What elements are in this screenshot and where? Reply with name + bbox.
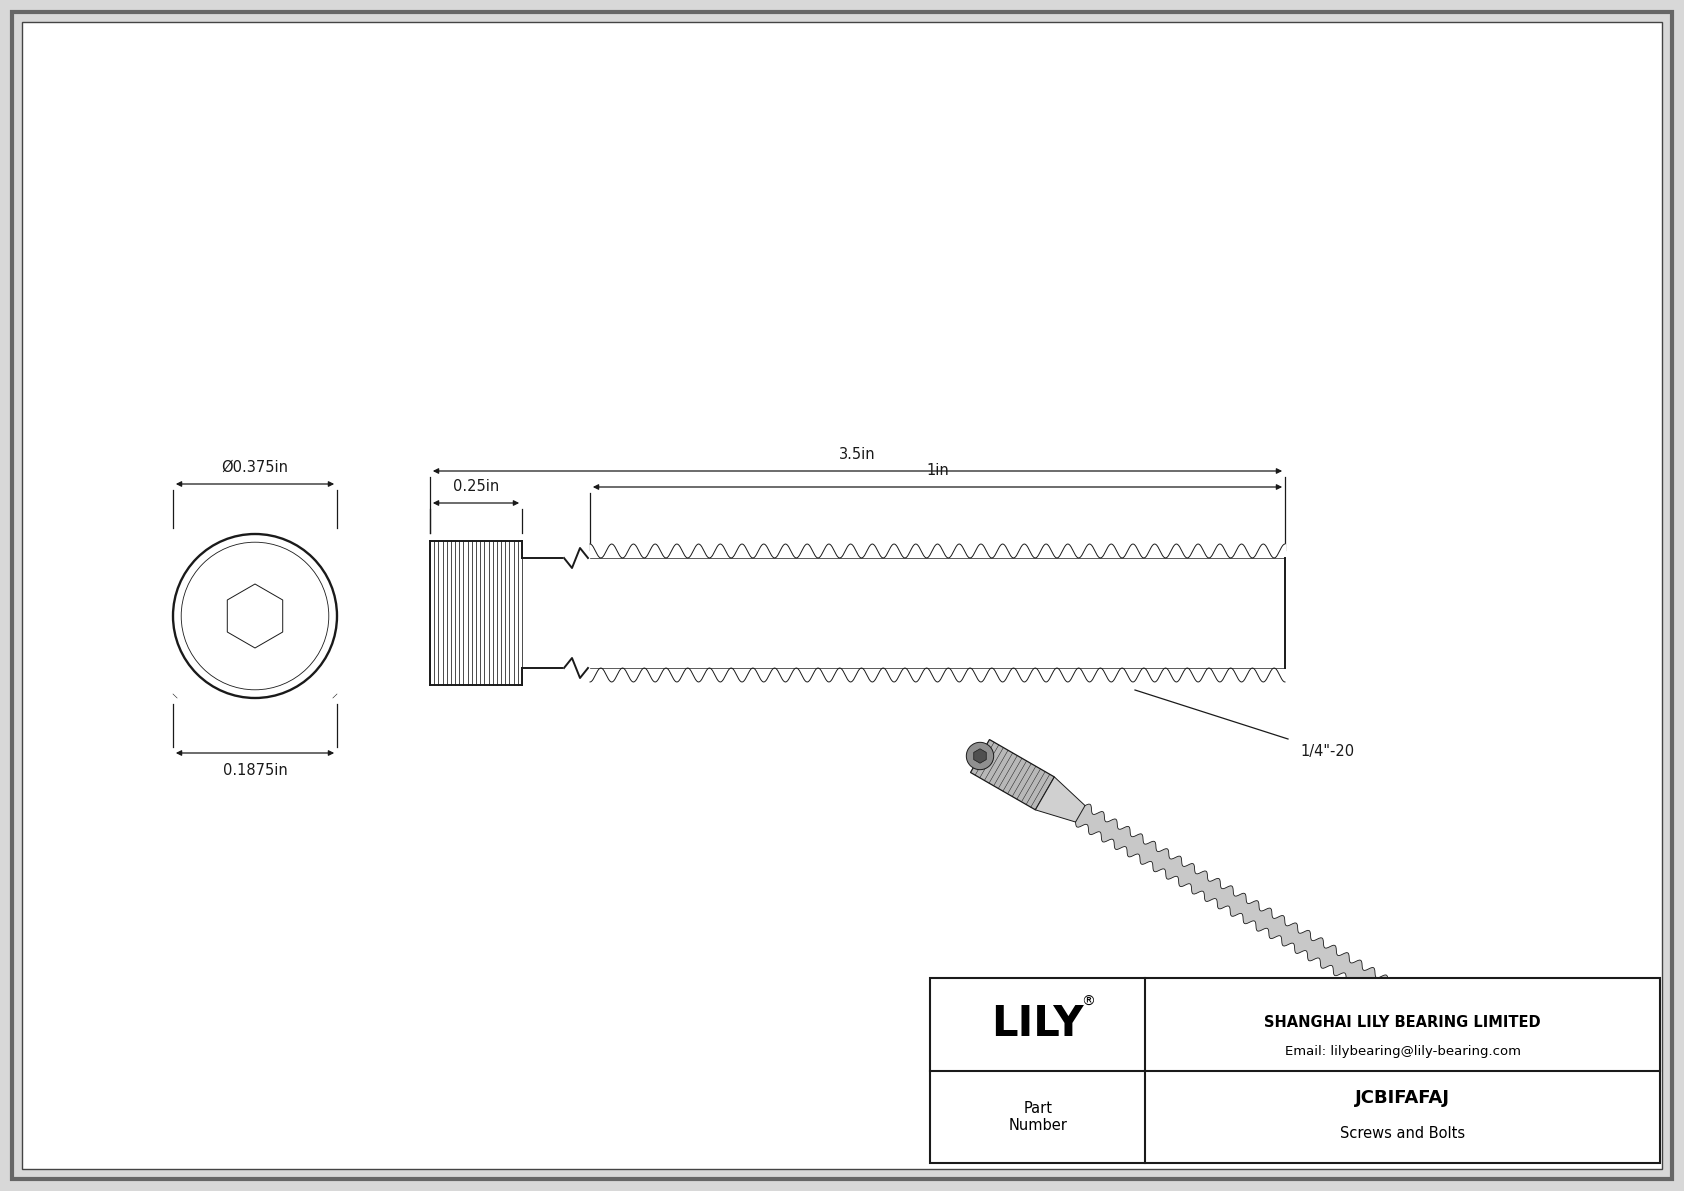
Text: 3.5in: 3.5in (839, 447, 876, 462)
Text: 0.1875in: 0.1875in (222, 763, 288, 778)
Polygon shape (1076, 804, 1575, 1104)
Text: LILY: LILY (992, 1003, 1084, 1046)
Text: Part
Number: Part Number (1009, 1100, 1068, 1133)
Text: Email: lilybearing@lily-bearing.com: Email: lilybearing@lily-bearing.com (1285, 1046, 1521, 1059)
Polygon shape (970, 740, 1054, 810)
Ellipse shape (173, 534, 337, 698)
Text: SHANGHAI LILY BEARING LIMITED: SHANGHAI LILY BEARING LIMITED (1265, 1015, 1541, 1030)
Text: 0.25in: 0.25in (453, 479, 498, 494)
Polygon shape (1036, 777, 1084, 822)
Bar (930, 978, 1660, 1162)
Text: ®: ® (1081, 996, 1095, 1009)
Text: 1in: 1in (926, 463, 948, 478)
Text: Screws and Bolts: Screws and Bolts (1340, 1125, 1465, 1141)
Text: 1/4"-20: 1/4"-20 (1300, 744, 1354, 759)
Polygon shape (973, 749, 987, 763)
Ellipse shape (182, 542, 328, 690)
Text: Ø0.375in: Ø0.375in (222, 460, 288, 475)
Polygon shape (227, 584, 283, 648)
Circle shape (967, 742, 994, 769)
Text: JCBIFAFAJ: JCBIFAFAJ (1356, 1090, 1450, 1108)
